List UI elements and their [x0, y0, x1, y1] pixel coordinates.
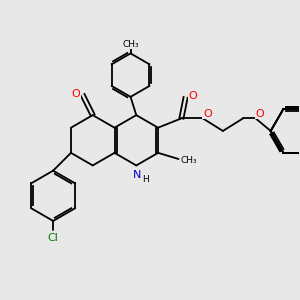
Text: O: O [188, 91, 197, 101]
Text: CH₃: CH₃ [181, 156, 197, 165]
Text: Cl: Cl [48, 233, 58, 243]
Text: O: O [256, 109, 265, 119]
Text: N: N [133, 169, 142, 180]
Text: O: O [203, 109, 212, 119]
Text: CH₃: CH₃ [122, 40, 139, 49]
Text: O: O [71, 89, 80, 99]
Text: H: H [142, 175, 149, 184]
